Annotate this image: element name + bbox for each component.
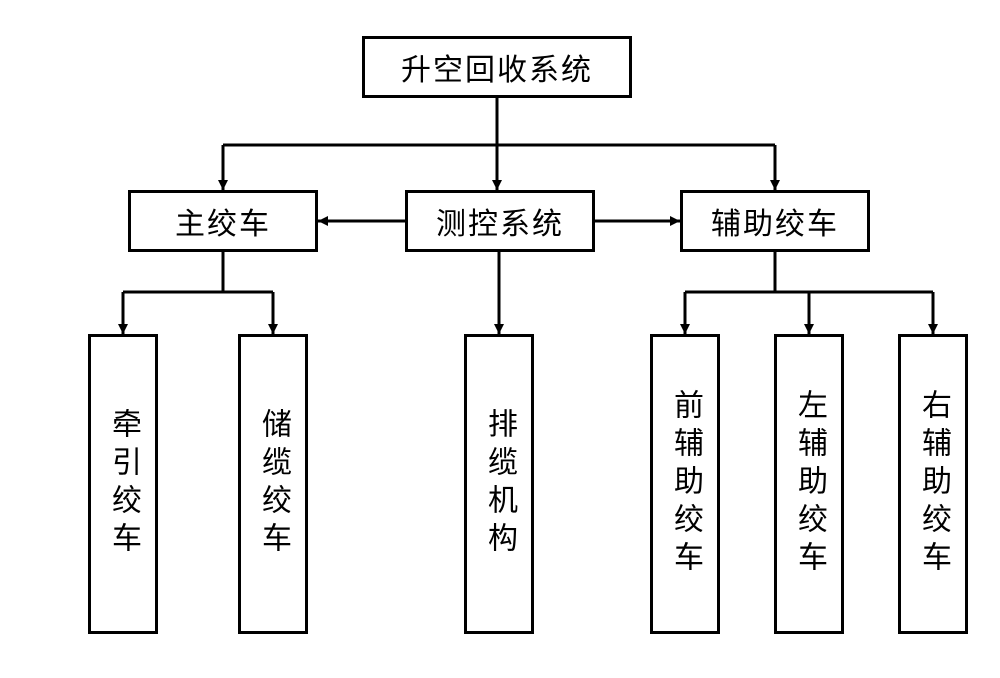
node-aux-winch-label: 辅助绞车 — [711, 199, 839, 243]
node-right-aux-winch: 右辅助绞车 — [898, 334, 968, 634]
node-cable-mechanism-label: 排缆机构 — [477, 408, 521, 560]
node-front-aux-winch: 前辅助绞车 — [650, 334, 720, 634]
node-traction-winch-label: 牵引绞车 — [101, 408, 145, 560]
node-cable-mechanism: 排缆机构 — [464, 334, 534, 634]
node-aux-winch: 辅助绞车 — [680, 190, 870, 252]
node-traction-winch: 牵引绞车 — [88, 334, 158, 634]
node-front-aux-winch-label: 前辅助绞车 — [663, 389, 707, 579]
node-right-aux-winch-label: 右辅助绞车 — [911, 389, 955, 579]
node-root: 升空回收系统 — [362, 36, 632, 98]
node-storage-winch: 储缆绞车 — [238, 334, 308, 634]
diagram-canvas: 升空回收系统 主绞车 测控系统 辅助绞车 牵引绞车 储缆绞车 排缆机构 前辅助绞… — [0, 0, 1000, 678]
node-main-winch-label: 主绞车 — [175, 199, 271, 243]
node-left-aux-winch-label: 左辅助绞车 — [787, 389, 831, 579]
node-storage-winch-label: 储缆绞车 — [251, 408, 295, 560]
node-left-aux-winch: 左辅助绞车 — [774, 334, 844, 634]
node-control-system-label: 测控系统 — [436, 199, 564, 243]
node-main-winch: 主绞车 — [128, 190, 318, 252]
node-root-label: 升空回收系统 — [401, 45, 593, 89]
node-control-system: 测控系统 — [405, 190, 595, 252]
